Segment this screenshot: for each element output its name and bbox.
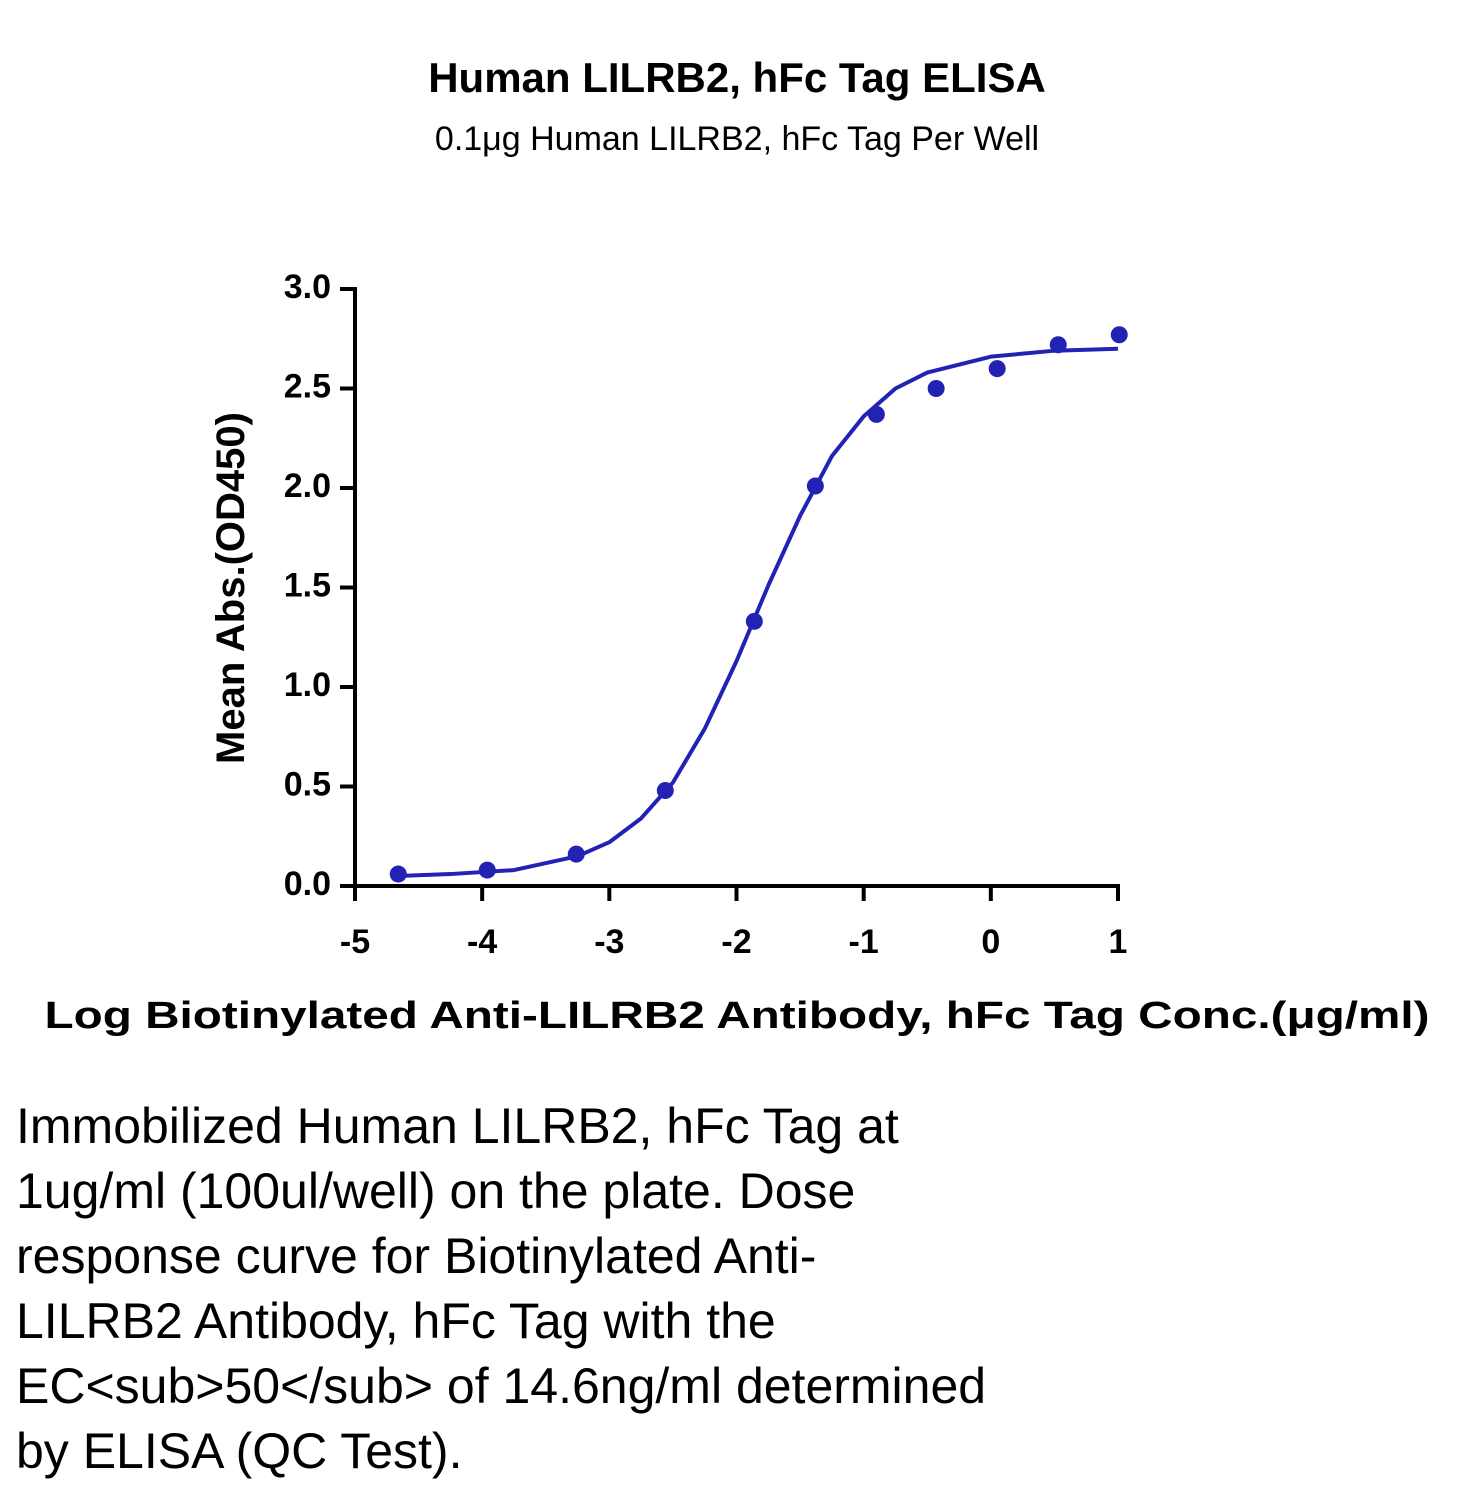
caption-line: 1ug/ml (100ul/well) on the plate. Dose — [16, 1163, 855, 1219]
y-axis-label: Mean Abs.(OD450) — [209, 412, 253, 764]
x-tick-label: 1 — [1109, 923, 1128, 961]
caption-line: Immobilized Human LILRB2, hFc Tag at — [16, 1098, 899, 1154]
x-tick-label: 0 — [981, 923, 1000, 961]
y-tick-label: 0.0 — [284, 865, 331, 903]
data-point — [745, 612, 763, 630]
data-point — [867, 405, 885, 423]
x-tick-label: -1 — [849, 923, 879, 961]
x-axis-label: Log Biotinylated Anti-LILRB2 Antibody, h… — [45, 995, 1430, 1037]
x-tick-label: -4 — [467, 923, 497, 961]
x-tick-label: -5 — [340, 923, 370, 961]
chart-subtitle: 0.1μg Human LILRB2, hFc Tag Per Well — [435, 120, 1039, 158]
caption-line: LILRB2 Antibody, hFc Tag with the — [16, 1293, 776, 1349]
x-tick-label: -2 — [721, 923, 751, 961]
data-point — [988, 360, 1006, 378]
y-tick-label: 2.5 — [284, 367, 331, 405]
y-tick-label: 3.0 — [284, 268, 331, 306]
data-point — [656, 781, 674, 799]
y-tick-label: 1.5 — [284, 566, 331, 604]
y-tick-label: 0.5 — [284, 765, 331, 803]
y-tick-label: 2.0 — [284, 467, 331, 505]
data-point — [1110, 326, 1128, 344]
data-point — [567, 845, 585, 863]
data-point — [478, 861, 496, 879]
caption-line: EC<sub>50</sub> of 14.6ng/ml determined — [16, 1358, 986, 1414]
chart-title: Human LILRB2, hFc Tag ELISA — [428, 54, 1046, 101]
data-point — [389, 865, 407, 883]
data-point — [806, 477, 824, 495]
data-point — [1049, 336, 1067, 354]
x-tick-label: -3 — [594, 923, 624, 961]
y-tick-label: 1.0 — [284, 666, 331, 704]
caption-line: by ELISA (QC Test). — [16, 1423, 462, 1479]
caption: Immobilized Human LILRB2, hFc Tag at 1ug/… — [16, 1098, 986, 1479]
caption-line: response curve for Biotinylated Anti- — [16, 1228, 816, 1284]
data-point — [927, 380, 945, 397]
